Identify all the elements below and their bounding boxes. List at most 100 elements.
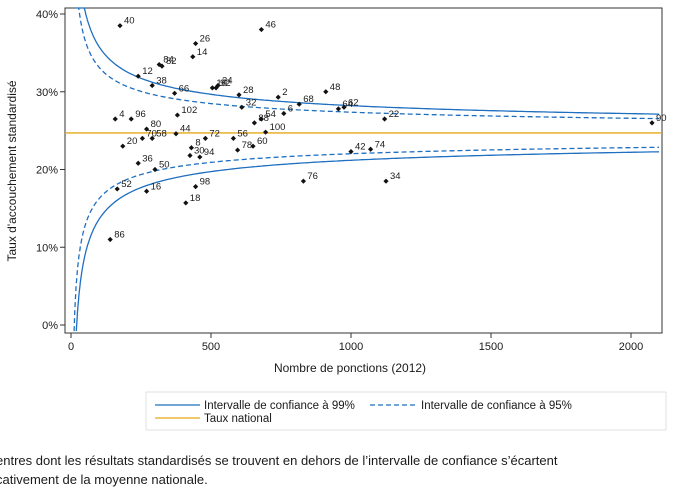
- center-point: [149, 82, 155, 89]
- center-point: [202, 135, 208, 141]
- y-tick-label: 20%: [36, 165, 58, 177]
- chart-footnote: entres dont les résultats standardisés s…: [0, 453, 558, 487]
- center-point-label: 58: [156, 128, 167, 139]
- ci95-upper-line: [75, 7, 659, 120]
- center-point-label: 4: [119, 109, 124, 120]
- center-point: [230, 135, 236, 141]
- center-point: [114, 186, 120, 192]
- center-point: [383, 178, 389, 184]
- center-point: [250, 143, 256, 149]
- center-point: [188, 145, 194, 151]
- axes: 0 500 1000 1500 2000 0% 10% 20% 30% 40%: [36, 9, 643, 353]
- center-point: [251, 120, 257, 126]
- center-point: [174, 112, 180, 118]
- center-point: [239, 104, 245, 110]
- center-point-label: 30: [194, 146, 205, 157]
- center-point-label: 16: [151, 181, 162, 192]
- center-point: [323, 89, 329, 95]
- legend-frame: [145, 391, 667, 431]
- center-point-label: 68: [303, 94, 314, 105]
- center-point: [348, 149, 354, 155]
- legend-ci95-label: Intervalle de confiance à 95%: [421, 400, 572, 412]
- y-axis-title: Taux d'accouchement standardisé: [5, 80, 19, 261]
- center-point: [149, 135, 155, 141]
- center-point: [144, 126, 150, 132]
- center-point: [197, 154, 203, 160]
- center-point-label: 52: [121, 179, 132, 190]
- center-point: [173, 131, 179, 137]
- center-point-label: 50: [159, 160, 170, 171]
- center-point: [193, 40, 199, 47]
- center-point-label: 60: [257, 136, 268, 147]
- ci95-lower-line: [73, 146, 659, 332]
- center-point-label: 80: [151, 119, 162, 130]
- center-point-label: 90: [656, 113, 667, 124]
- center-point: [235, 147, 241, 153]
- center-point-label: 48: [330, 82, 341, 93]
- legend: Intervalle de confiance à 99% Intervalle…: [145, 391, 667, 431]
- center-point-label: 66: [179, 83, 190, 94]
- x-tick-label: 500: [202, 341, 220, 353]
- center-point-label: 84: [163, 55, 174, 66]
- center-point: [300, 178, 306, 184]
- x-tick-label: 2000: [619, 341, 643, 353]
- center-point: [112, 116, 118, 122]
- center-point-label: 22: [389, 109, 400, 120]
- center-point-label: 6: [288, 104, 293, 115]
- y-tick-label: 40%: [36, 9, 58, 21]
- center-point-label: 100: [270, 122, 286, 133]
- center-point-label: 2: [282, 87, 287, 98]
- center-point-label: 44: [180, 124, 191, 135]
- x-tick-label: 1000: [339, 341, 363, 353]
- center-point-label: 88: [258, 113, 269, 124]
- center-point-label: 36: [142, 153, 153, 164]
- center-point: [183, 200, 189, 206]
- center-point: [213, 85, 219, 91]
- center-point: [368, 146, 374, 152]
- center-point: [258, 26, 264, 33]
- center-point-label: 64: [342, 99, 353, 110]
- center-point: [215, 82, 221, 89]
- y-tick-label: 10%: [36, 242, 58, 254]
- center-point-label: 14: [197, 47, 208, 58]
- center-point-label: 40: [124, 16, 135, 27]
- center-point: [152, 166, 158, 173]
- center-point: [275, 94, 281, 100]
- center-point-label: 76: [307, 171, 318, 182]
- center-point-label: 56: [237, 128, 248, 139]
- center-point-label: 82: [166, 56, 177, 67]
- center-point: [193, 184, 199, 190]
- center-point: [144, 188, 150, 194]
- center-point: [128, 116, 134, 122]
- legend-ci99-label: Intervalle de confiance à 99%: [204, 400, 355, 412]
- center-point-label: 102: [181, 105, 197, 116]
- center-point-label: 98: [200, 177, 211, 188]
- center-point: [649, 120, 655, 126]
- center-point-label: 96: [135, 109, 146, 120]
- center-point: [107, 236, 113, 243]
- center-point-label: 34: [390, 171, 401, 182]
- center-point-label: 26: [200, 34, 211, 45]
- ci99-lower-line: [75, 151, 660, 332]
- center-point: [135, 160, 141, 166]
- center-point: [135, 73, 141, 79]
- x-tick-label: 1500: [479, 341, 503, 353]
- center-point-label: 94: [204, 147, 215, 158]
- center-point-label: 86: [114, 229, 125, 240]
- center-point-label: 12: [142, 66, 153, 77]
- center-point: [382, 116, 388, 122]
- center-point-label: 46: [265, 20, 276, 31]
- y-tick-label: 0%: [42, 320, 58, 332]
- center-point: [139, 135, 145, 141]
- center-point: [209, 85, 215, 91]
- center-point: [117, 23, 123, 29]
- center-point: [159, 63, 165, 69]
- center-point: [335, 106, 341, 112]
- center-point: [263, 129, 269, 135]
- center-point-label: 8: [195, 138, 200, 149]
- center-point: [172, 90, 178, 96]
- center-point: [281, 110, 287, 117]
- center-point-label: 20: [127, 136, 138, 147]
